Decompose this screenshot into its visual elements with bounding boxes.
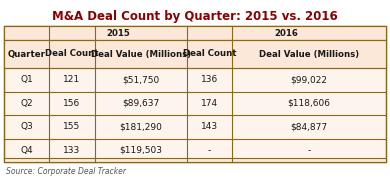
- Text: Q4: Q4: [20, 146, 33, 155]
- Bar: [4, 26, 386, 40]
- Text: 2015: 2015: [106, 29, 130, 38]
- Text: Source: Corporate Deal Tracker: Source: Corporate Deal Tracker: [6, 167, 126, 176]
- Text: Deal Value (Millions): Deal Value (Millions): [259, 49, 359, 59]
- Text: -: -: [208, 146, 211, 155]
- Text: -: -: [308, 146, 311, 155]
- Text: $51,750: $51,750: [122, 75, 160, 84]
- Text: Q3: Q3: [20, 122, 33, 131]
- Text: M&A Deal Count by Quarter: 2015 vs. 2016: M&A Deal Count by Quarter: 2015 vs. 2016: [52, 10, 338, 23]
- Text: 143: 143: [201, 122, 218, 131]
- Text: $119,503: $119,503: [119, 146, 162, 155]
- Text: $84,877: $84,877: [291, 122, 328, 131]
- Text: 174: 174: [201, 99, 218, 108]
- Text: 155: 155: [63, 122, 81, 131]
- Text: 133: 133: [63, 146, 81, 155]
- Text: 136: 136: [201, 75, 218, 84]
- Bar: [4, 158, 386, 162]
- Text: $89,637: $89,637: [122, 99, 160, 108]
- Text: Quarter: Quarter: [7, 49, 46, 59]
- Text: $118,606: $118,606: [288, 99, 331, 108]
- Text: Deal Value (Millions): Deal Value (Millions): [91, 49, 191, 59]
- Bar: [4, 40, 386, 68]
- Text: Deal Count: Deal Count: [183, 49, 236, 59]
- Text: 121: 121: [64, 75, 81, 84]
- Text: Deal Count: Deal Count: [45, 49, 99, 59]
- Text: Q2: Q2: [20, 99, 33, 108]
- Text: $181,290: $181,290: [119, 122, 162, 131]
- Text: 156: 156: [63, 99, 81, 108]
- Bar: [4, 26, 386, 162]
- Text: 2016: 2016: [274, 29, 298, 38]
- Text: $99,022: $99,022: [291, 75, 328, 84]
- Text: Q1: Q1: [20, 75, 33, 84]
